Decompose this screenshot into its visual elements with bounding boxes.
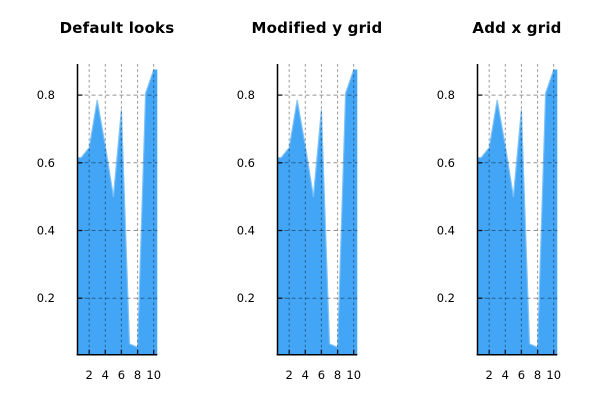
chart-title: Add x grid: [472, 19, 562, 37]
area-series: [77, 69, 158, 355]
y-tick-label: 0.4: [37, 224, 55, 238]
y-tick-label: 0.2: [37, 291, 55, 305]
y-tick-label: 0.8: [437, 88, 455, 102]
x-tick-label: 2: [286, 368, 293, 382]
y-tick-label: 0.6: [37, 156, 55, 170]
x-tick-label: 8: [134, 368, 141, 382]
series-line: [277, 69, 358, 348]
x-tick-label: 4: [502, 368, 509, 382]
series-line: [77, 69, 158, 348]
x-tick-label: 2: [86, 368, 93, 382]
x-tick-label: 2: [486, 368, 493, 382]
x-tick-label: 8: [534, 368, 541, 382]
y-tick-label: 0.6: [237, 156, 255, 170]
x-tick-label: 10: [546, 368, 561, 382]
x-tick-label: 10: [146, 368, 161, 382]
chart-canvas: 2 4 6 8 10 0.2 0.4 0.6 0.8: [237, 64, 361, 382]
y-tick-label: 0.4: [437, 224, 455, 238]
chart-title: Default looks: [59, 19, 175, 37]
x-tick-label: 4: [102, 368, 109, 382]
y-tick-label: 0.8: [37, 88, 55, 102]
chart-panel-add-x-grid: Add x grid 2 4 6 8 10 0.2 0.4 0.6 0.8: [400, 0, 600, 400]
y-tick-label: 0.6: [437, 156, 455, 170]
x-tick-label: 10: [346, 368, 361, 382]
x-tick-label: 6: [118, 368, 125, 382]
x-tick-label: 4: [302, 368, 309, 382]
x-tick-label: 6: [518, 368, 525, 382]
x-tick-label: 8: [334, 368, 341, 382]
chart-panel-default-looks: Default looks 2 4 6 8 10 0.2 0.4 0.6 0.8: [0, 0, 200, 400]
chart-panel-modified-y-grid: Modified y grid 2 4 6 8 10 0.2 0.4 0.6 0.8: [200, 0, 400, 400]
x-tick-label: 6: [318, 368, 325, 382]
chart-canvas: 2 4 6 8 10 0.2 0.4 0.6 0.8: [437, 64, 561, 382]
y-tick-label: 0.8: [237, 88, 255, 102]
area-series: [477, 69, 558, 355]
chart-title: Modified y grid: [251, 19, 383, 37]
y-tick-label: 0.2: [437, 291, 455, 305]
series-line: [477, 69, 558, 348]
chart-canvas: 2 4 6 8 10 0.2 0.4 0.6 0.8: [37, 64, 161, 382]
y-tick-label: 0.2: [237, 291, 255, 305]
y-tick-label: 0.4: [237, 224, 255, 238]
area-series: [277, 69, 358, 355]
